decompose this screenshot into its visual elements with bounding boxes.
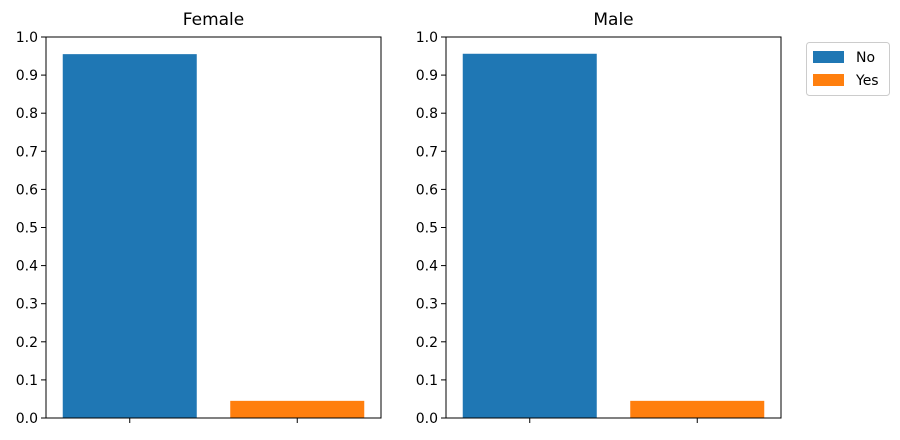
- y-tick-label: 0.6: [416, 182, 438, 198]
- y-tick-label: 0.9: [16, 68, 38, 84]
- legend-label-yes: Yes: [855, 73, 879, 89]
- y-tick-label: 0.1: [16, 373, 38, 389]
- y-tick-label: 0.4: [16, 259, 38, 275]
- y-tick-label: 1.0: [16, 30, 38, 46]
- y-tick-label: 0.9: [416, 68, 438, 84]
- y-tick-label: 0.4: [416, 259, 438, 275]
- bar-yes: [230, 400, 365, 418]
- y-tick-label: 0.3: [16, 297, 38, 313]
- y-tick-label: 0.7: [16, 144, 38, 160]
- legend-swatch-yes: [813, 74, 844, 86]
- subplot-title: Female: [183, 10, 244, 30]
- y-tick-label: 0.2: [416, 335, 438, 351]
- subplot-male: 0.0 0.1 0.2 0.3 0.4 0.5 0.6 0.7 0.8 0.9 1.0 Male: [416, 10, 782, 427]
- axes-frame: [445, 36, 782, 419]
- y-tick-label: 0.5: [16, 221, 38, 237]
- y-tick-label: 0.8: [416, 106, 438, 122]
- y-tick-label: 0.8: [16, 106, 38, 122]
- y-tick-label: 0.7: [416, 144, 438, 160]
- bar-no: [462, 53, 597, 418]
- legend-swatch-no: [813, 51, 844, 63]
- subplot-female: 0.0 0.1 0.2 0.3 0.4 0.5 0.6 0.7 0.8 0.9 1.0 Female: [16, 10, 382, 427]
- y-tick-label: 0.1: [416, 373, 438, 389]
- y-tick-label: 0.0: [16, 411, 38, 427]
- axes-frame: [45, 36, 382, 419]
- y-tick-label: 0.0: [416, 411, 438, 427]
- y-tick-label: 0.5: [416, 221, 438, 237]
- y-tick-label: 0.3: [416, 297, 438, 313]
- subplot-title: Male: [593, 10, 633, 30]
- bar-yes: [630, 400, 765, 418]
- y-tick-label: 1.0: [416, 30, 438, 46]
- bar-no: [62, 54, 197, 419]
- legend-label-no: No: [856, 50, 875, 66]
- legend: No Yes: [806, 42, 890, 96]
- y-tick-label: 0.6: [16, 182, 38, 198]
- y-tick-label: 0.2: [16, 335, 38, 351]
